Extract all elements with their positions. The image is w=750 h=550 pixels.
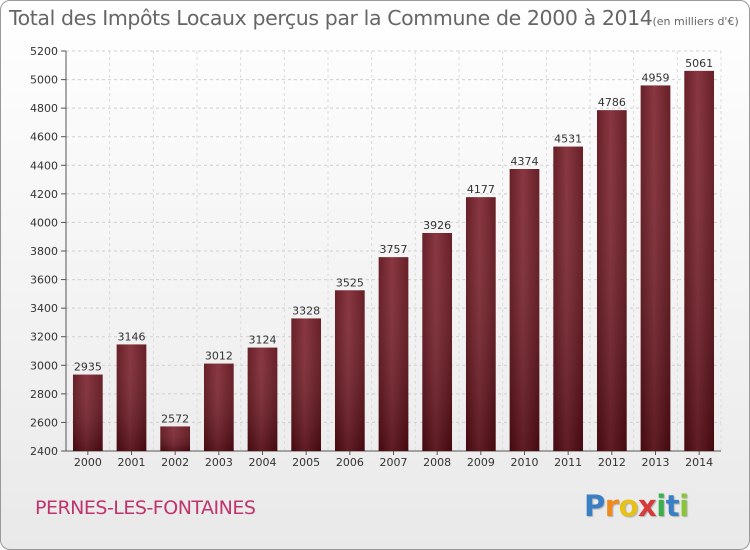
data-label: 3012 (205, 350, 233, 363)
y-tick-label: 4000 (30, 216, 58, 229)
logo-letter: o (618, 489, 639, 523)
data-label: 3328 (292, 304, 320, 317)
y-tick-label: 2400 (30, 445, 58, 458)
x-tick-label: 2005 (292, 456, 320, 469)
y-tick-label: 4200 (30, 188, 58, 201)
data-label: 3525 (336, 276, 364, 289)
x-tick-label: 2002 (161, 456, 189, 469)
data-label: 4786 (598, 96, 626, 109)
logo-letter: t (665, 489, 680, 523)
y-tick-label: 4600 (30, 131, 58, 144)
data-label: 3146 (118, 330, 146, 343)
y-tick-label: 3800 (30, 245, 58, 258)
x-tick-label: 2007 (380, 456, 408, 469)
bar-shade (334, 290, 365, 451)
data-label: 4531 (554, 133, 582, 146)
y-tick-label: 3200 (30, 331, 58, 344)
x-tick-label: 2009 (467, 456, 495, 469)
bar-shade (247, 347, 278, 451)
y-tick-label: 3600 (30, 274, 58, 287)
x-tick-label: 2010 (511, 456, 539, 469)
bar-shade (422, 233, 453, 451)
x-tick-label: 2003 (205, 456, 233, 469)
logo-letter: i (679, 489, 689, 523)
x-tick-label: 2004 (249, 456, 277, 469)
commune-name: PERNES-LES-FONTAINES (35, 497, 256, 519)
bar-shade (291, 318, 322, 451)
logo-letter: x (638, 489, 657, 523)
bars (72, 70, 715, 452)
bar-shade (553, 146, 584, 452)
chart-title: Total des Impôts Locaux perçus par la Co… (9, 6, 653, 30)
y-tick-label: 3400 (30, 302, 58, 315)
data-label: 3926 (423, 219, 451, 232)
x-tick-label: 2012 (598, 456, 626, 469)
chart-unit: (en milliers d'€) (652, 15, 739, 28)
data-label: 2572 (161, 412, 189, 425)
title-line: Total des Impôts Locaux perçus par la Co… (9, 6, 739, 30)
data-label: 4959 (642, 71, 670, 84)
logo-letter: i (656, 489, 666, 523)
labels: 2400 2600 2800 3000 3200 3400 3600 3800 4000 4200… (30, 45, 713, 469)
bar-shade (203, 363, 234, 451)
y-tick-label: 2800 (30, 388, 58, 401)
bar-shade (465, 197, 496, 451)
x-tick-label: 2008 (423, 456, 451, 469)
bar-shade (160, 426, 191, 451)
bar-shade (596, 110, 627, 452)
y-tick-label: 5000 (30, 74, 58, 87)
bar-shade (684, 70, 715, 451)
logo-letter: r (604, 489, 619, 523)
bar-shade (378, 257, 409, 451)
bar-shade (72, 374, 103, 451)
x-tick-label: 2006 (336, 456, 364, 469)
y-tick-label: 4800 (30, 102, 58, 115)
proxiti-logo: Proxiti (584, 489, 689, 523)
y-tick-label: 3000 (30, 359, 58, 372)
logo-letter: P (584, 489, 605, 523)
bar-shade (640, 85, 671, 451)
data-label: 4177 (467, 183, 495, 196)
data-label: 5061 (685, 57, 713, 70)
bar-shade (116, 344, 147, 451)
x-tick-label: 2000 (74, 456, 102, 469)
bar-shade (509, 169, 540, 451)
data-label: 3757 (380, 243, 408, 256)
data-label: 3124 (249, 334, 277, 347)
x-tick-label: 2013 (642, 456, 670, 469)
y-tick-label: 4400 (30, 159, 58, 172)
x-tick-label: 2014 (685, 456, 713, 469)
data-label: 4374 (511, 155, 539, 168)
x-tick-label: 2011 (554, 456, 582, 469)
y-tick-label: 2600 (30, 416, 58, 429)
y-tick-label: 5200 (30, 45, 58, 58)
x-tick-label: 2001 (118, 456, 146, 469)
data-label: 2935 (74, 361, 102, 374)
